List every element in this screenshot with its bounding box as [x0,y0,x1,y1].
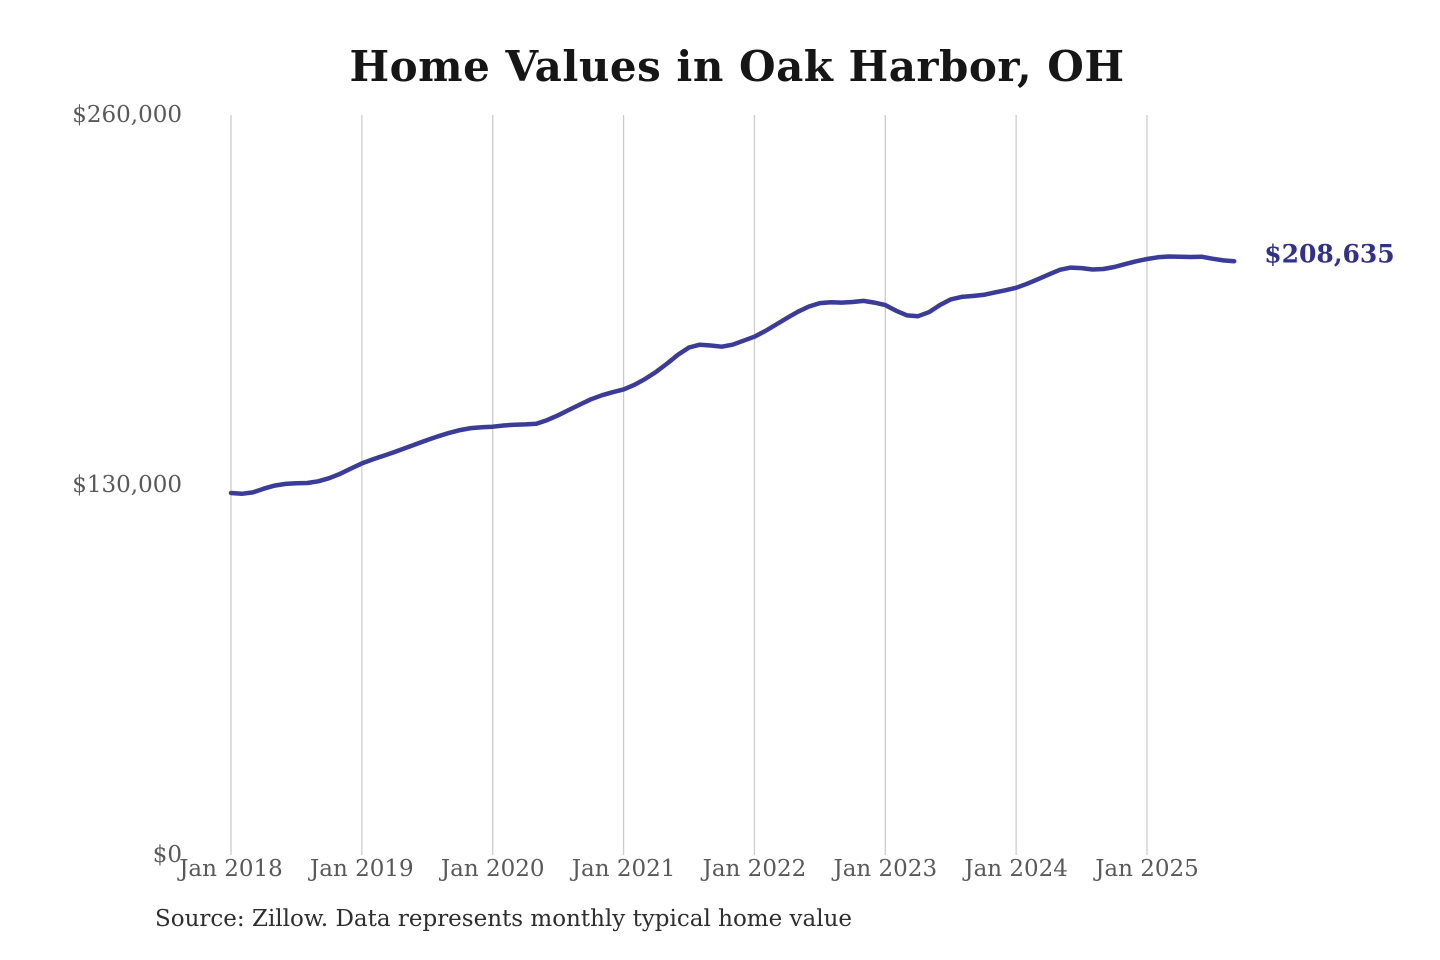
x-tick-label: Jan 2018 [179,856,283,882]
x-tick-label: Jan 2021 [571,856,676,882]
source-note: Source: Zillow. Data represents monthly … [155,906,853,932]
y-tick-label: $0 [152,842,182,868]
x-tick-label: Jan 2023 [833,856,938,882]
y-tick-label: $130,000 [72,472,182,498]
x-tick-label: Jan 2022 [702,856,807,882]
x-tick-label: Jan 2019 [310,856,414,882]
y-tick-label: $260,000 [72,102,182,128]
chart-title: Home Values in Oak Harbor, OH [349,42,1125,91]
x-tick-label: Jan 2024 [964,856,1068,882]
x-tick-label: Jan 2020 [440,856,545,882]
current-value-label: $208,635 [1264,239,1395,269]
x-tick-label: Jan 2025 [1095,856,1199,882]
home-value-series-line [228,254,1237,497]
